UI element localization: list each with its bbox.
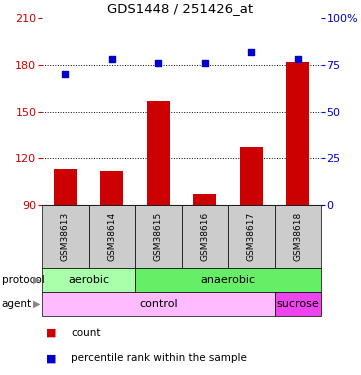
Text: GSM38616: GSM38616 xyxy=(200,212,209,261)
Text: percentile rank within the sample: percentile rank within the sample xyxy=(71,354,247,363)
Point xyxy=(109,56,115,62)
Text: ■: ■ xyxy=(45,327,56,338)
Bar xyxy=(42,292,274,316)
Text: GSM38618: GSM38618 xyxy=(293,212,302,261)
Text: protocol: protocol xyxy=(2,275,44,285)
Bar xyxy=(42,205,88,268)
Bar xyxy=(88,205,135,268)
Bar xyxy=(54,169,77,205)
Text: control: control xyxy=(139,299,178,309)
Bar xyxy=(135,205,182,268)
Point xyxy=(155,60,161,66)
Point xyxy=(295,56,301,62)
Bar xyxy=(274,205,321,268)
Point xyxy=(248,49,254,55)
Bar xyxy=(182,205,228,268)
Bar xyxy=(274,292,321,316)
Bar xyxy=(240,147,263,205)
Text: ▶: ▶ xyxy=(33,275,40,285)
Text: GSM38617: GSM38617 xyxy=(247,212,256,261)
Point xyxy=(62,71,68,77)
Bar xyxy=(100,171,123,205)
Text: GSM38615: GSM38615 xyxy=(154,212,163,261)
Bar xyxy=(135,268,321,292)
Bar xyxy=(42,268,135,292)
Text: anaerobic: anaerobic xyxy=(200,275,256,285)
Text: GSM38613: GSM38613 xyxy=(61,212,70,261)
Text: count: count xyxy=(71,327,100,338)
Text: aerobic: aerobic xyxy=(68,275,109,285)
Bar xyxy=(228,205,274,268)
Point xyxy=(202,60,208,66)
Bar xyxy=(193,194,216,205)
Text: GSM38614: GSM38614 xyxy=(107,212,116,261)
Text: agent: agent xyxy=(2,299,32,309)
Text: ■: ■ xyxy=(45,354,56,363)
Text: GDS1448 / 251426_at: GDS1448 / 251426_at xyxy=(108,2,253,15)
Text: sucrose: sucrose xyxy=(277,299,319,309)
Bar xyxy=(147,100,170,205)
Text: ▶: ▶ xyxy=(33,299,40,309)
Bar xyxy=(286,62,309,205)
